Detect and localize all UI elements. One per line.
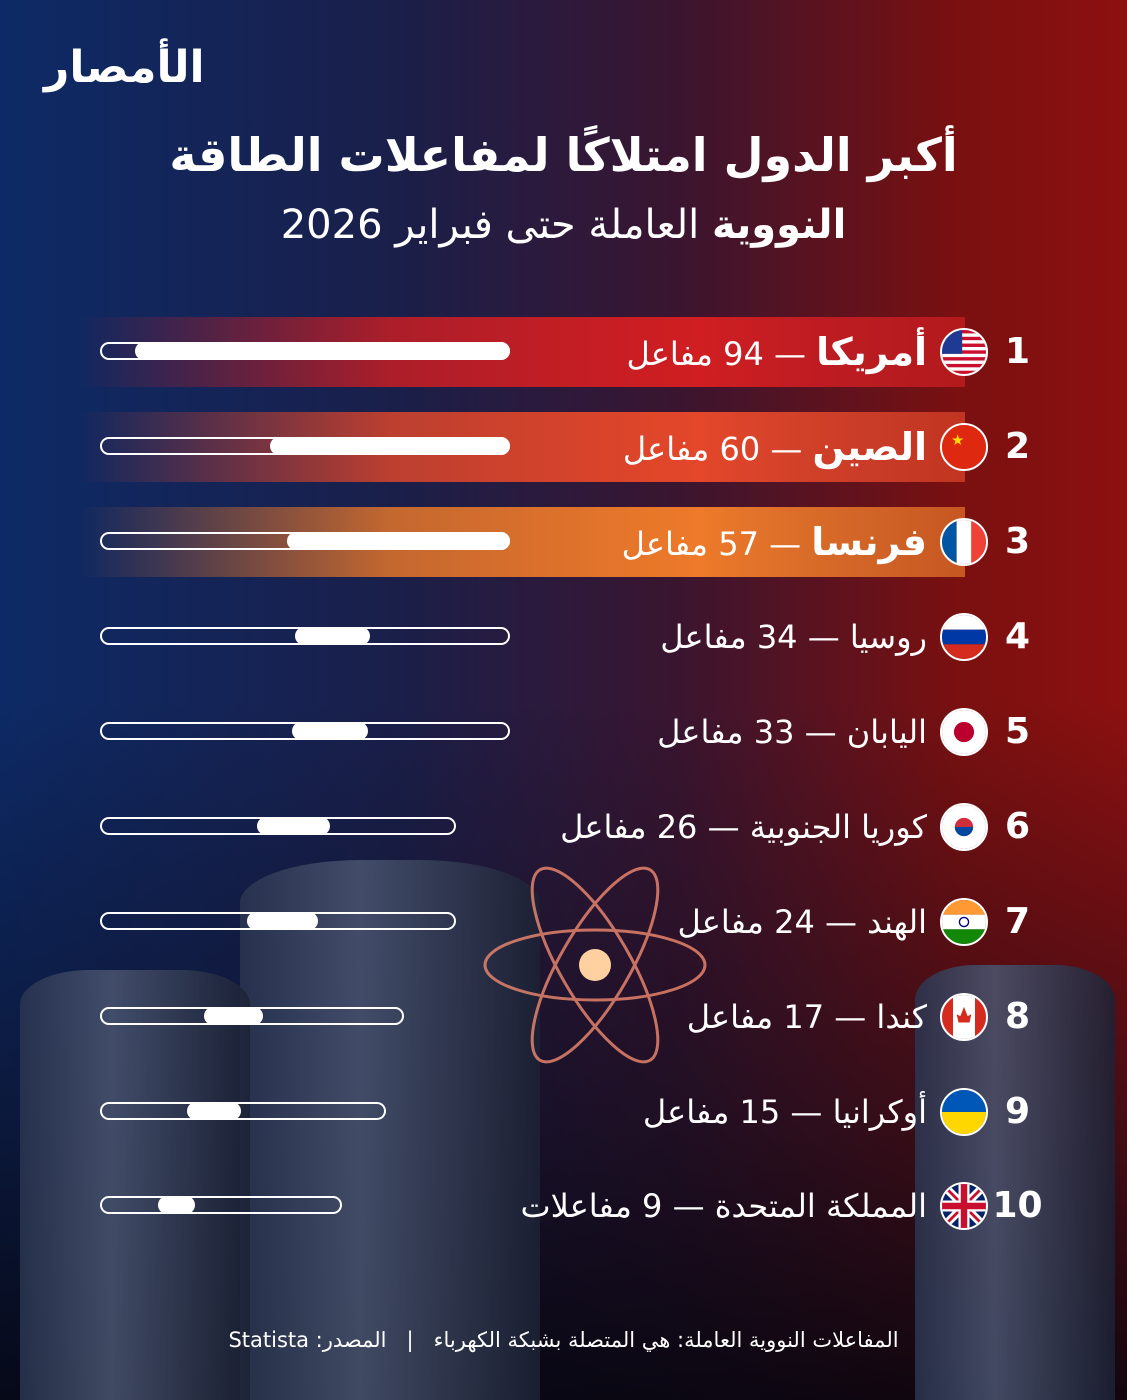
chart-row: 8 كندا — 17 مفاعل: [0, 987, 1127, 1047]
flag-kr-icon: [940, 803, 988, 851]
row-label: كوريا الجنوبية — 26 مفاعل: [560, 797, 927, 857]
country-name: كندا: [876, 998, 927, 1036]
bar-fill: [204, 1007, 263, 1025]
bar-fill: [270, 437, 510, 455]
highlight-band: [80, 412, 965, 482]
cooling-tower: [20, 970, 250, 1400]
row-label: الهند — 24 مفاعل: [678, 892, 927, 952]
bar-fill: [158, 1196, 195, 1214]
bar-fill: [187, 1102, 241, 1120]
separator: —: [790, 1093, 823, 1131]
row-label: أمريكا — 94 مفاعل: [627, 322, 927, 384]
flag-cn-icon: ★: [940, 423, 988, 471]
separator: —: [834, 998, 867, 1036]
flag-ru-icon: [940, 613, 988, 661]
title-line-2: النووية العاملة حتى فبراير 2026: [0, 202, 1127, 248]
row-label: أوكرانيا — 15 مفاعل: [643, 1082, 927, 1142]
title-rest: العاملة حتى فبراير 2026: [280, 202, 700, 248]
country-name: الصين: [812, 425, 927, 469]
value-label: 94 مفاعل: [626, 335, 764, 373]
row-label: فرنسا — 57 مفاعل: [622, 512, 927, 574]
rank-number: 3: [1004, 521, 1031, 562]
bar-fill: [287, 532, 510, 550]
separator: —: [672, 1187, 705, 1225]
country-name: روسيا: [849, 618, 927, 656]
footer-divider: |: [406, 1328, 414, 1352]
value-label: 26 مفاعل: [560, 808, 698, 846]
country-name: الهند: [867, 903, 927, 941]
bar-track: [100, 1102, 386, 1120]
row-label: روسيا — 34 مفاعل: [660, 607, 927, 667]
separator: —: [824, 903, 857, 941]
chart-row: 5 اليابان — 33 مفاعل: [0, 702, 1127, 762]
flag-in-icon: [940, 898, 988, 946]
bar-track: [100, 1196, 342, 1214]
footer: المفاعلات النووية العاملة: هي المتصلة بش…: [0, 1328, 1127, 1352]
value-label: 60 مفاعل: [622, 430, 761, 468]
cooling-tower: [240, 860, 540, 1400]
separator: —: [774, 335, 806, 373]
value-label: 33 مفاعل: [657, 713, 795, 751]
value-label: 57 مفاعل: [621, 525, 759, 563]
separator: —: [769, 525, 802, 563]
bar-fill: [135, 342, 510, 360]
flag-jp-icon: [940, 708, 988, 756]
rank-number: 8: [1004, 996, 1031, 1037]
cooling-tower: [915, 965, 1115, 1400]
title-line-1: أكبر الدول امتلاكًا لمفاعلات الطاقة: [169, 128, 958, 182]
separator: —: [707, 808, 740, 846]
flag-fr-icon: [940, 518, 988, 566]
bar-fill: [292, 722, 368, 740]
highlight-band: [80, 507, 965, 577]
svg-text:★: ★: [951, 432, 964, 449]
rank-number: 7: [1004, 901, 1031, 942]
chart-row: 7 الهند — 24 مفاعل: [0, 892, 1127, 952]
chart-row: 3 فرنسا — 57 مفاعل: [0, 512, 1127, 572]
atom-icon: [483, 866, 707, 1064]
value-label: 9 مفاعلات: [520, 1187, 663, 1225]
value-label: 34 مفاعل: [660, 618, 798, 656]
chart-row: 4 روسيا — 34 مفاعل: [0, 607, 1127, 667]
rank-number: 1: [1004, 331, 1031, 372]
chart-row: 9 أوكرانيا — 15 مفاعل: [0, 1082, 1127, 1142]
rank-number: 9: [1004, 1091, 1031, 1132]
rank-number: 2: [1004, 426, 1031, 467]
value-label: 15 مفاعل: [642, 1093, 781, 1131]
flag-us-icon: [940, 328, 988, 376]
bar-fill: [247, 912, 318, 930]
brand-logo: الأمصار: [44, 42, 207, 93]
rank-number: 6: [1004, 806, 1031, 847]
rank-number: 5: [1004, 711, 1031, 752]
separator: —: [770, 430, 803, 468]
row-label: كندا — 17 مفاعل: [687, 987, 927, 1047]
country-name: فرنسا: [811, 520, 927, 564]
footer-source: المصدر: Statista: [228, 1328, 387, 1352]
row-label: الصين — 60 مفاعل: [623, 417, 927, 479]
rank-number: 10: [992, 1185, 1043, 1226]
bar-fill: [295, 627, 370, 645]
bar-fill: [257, 817, 330, 835]
chart-row: 2 ★ الصين — 60 مفاعل: [0, 417, 1127, 477]
country-name: كوريا الجنوبية: [749, 808, 927, 846]
chart-row: 10 المملكة المتحدة — 9 مفاعلات: [0, 1176, 1127, 1236]
separator: —: [807, 618, 840, 656]
chart-row: 6 كوريا الجنوبية — 26 مفاعل: [0, 797, 1127, 857]
country-name: المملكة المتحدة: [714, 1187, 927, 1225]
flag-ua-icon: [940, 1088, 988, 1136]
rank-number: 4: [1004, 616, 1031, 657]
separator: —: [804, 713, 837, 751]
country-name: أمريكا: [816, 330, 927, 374]
value-label: 24 مفاعل: [677, 903, 815, 941]
row-label: اليابان — 33 مفاعل: [657, 702, 927, 762]
value-label: 17 مفاعل: [686, 998, 825, 1036]
title-emphasis: النووية: [712, 202, 847, 248]
chart-row: 1 أمريكا — 94 مفاعل: [0, 322, 1127, 382]
country-name: اليابان: [846, 713, 927, 751]
row-label: المملكة المتحدة — 9 مفاعلات: [520, 1176, 927, 1236]
footer-note: المفاعلات النووية العاملة: هي المتصلة بش…: [433, 1328, 899, 1352]
flag-gb-icon: [940, 1182, 988, 1230]
flag-ca-icon: [940, 993, 988, 1041]
country-name: أوكرانيا: [832, 1093, 927, 1131]
